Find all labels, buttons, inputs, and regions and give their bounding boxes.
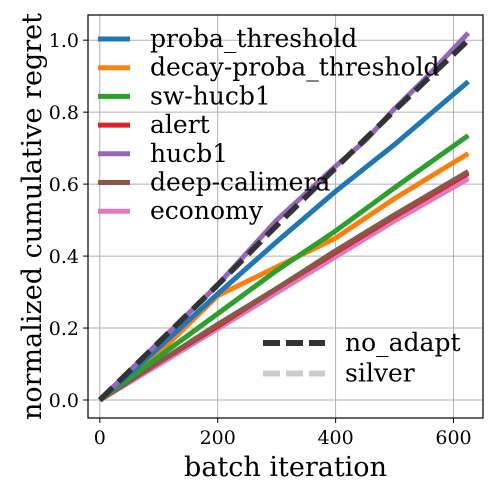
y-tick-label: 1.0 <box>49 30 79 52</box>
legend-label-no-adapt: no_adapt <box>345 328 461 357</box>
legend-label-economy: economy <box>150 196 264 225</box>
legend: proba_thresholddecay-proba_thresholdsw-h… <box>98 24 461 388</box>
y-tick-label: 0.0 <box>49 390 79 412</box>
y-tick-label: 0.6 <box>49 174 79 196</box>
y-tick-label: 0.4 <box>49 246 79 268</box>
plot-frame <box>87 14 484 419</box>
legend-label-decay-proba-threshold: decay-proba_threshold <box>150 53 440 82</box>
plot-area <box>97 31 471 403</box>
series-line-no-adapt <box>97 38 471 402</box>
y-tick-label: 0.8 <box>49 102 79 124</box>
legend-label-proba-threshold: proba_threshold <box>150 24 357 53</box>
x-tick-label: 400 <box>317 427 353 449</box>
legend-label-silver: silver <box>345 359 415 388</box>
legend-label-deep-calimera: deep-calimera <box>150 168 330 197</box>
y-tick-label: 0.2 <box>49 318 79 340</box>
x-axis-label: batch iteration <box>184 452 387 483</box>
legend-label-sw-hucb1: sw-hucb1 <box>150 81 271 110</box>
series-line-sw-hucb1 <box>98 133 470 403</box>
grid <box>88 15 483 418</box>
series-line-proba-threshold <box>98 79 470 402</box>
x-tick-label: 600 <box>435 427 471 449</box>
legend-label-alert: alert <box>150 110 210 139</box>
y-axis-label: normalized cumulative regret <box>17 13 48 420</box>
axis-ticks: 0 200 400 600 0.0 0.2 0.4 0.6 0.8 1.0 <box>49 30 472 449</box>
x-tick-label: 200 <box>200 427 236 449</box>
x-tick-label: 0 <box>94 427 106 449</box>
legend-label-hucb1: hucb1 <box>150 139 228 168</box>
series-line-decay-proba-threshold <box>98 151 470 402</box>
series-line-deep-calimera <box>98 169 470 403</box>
